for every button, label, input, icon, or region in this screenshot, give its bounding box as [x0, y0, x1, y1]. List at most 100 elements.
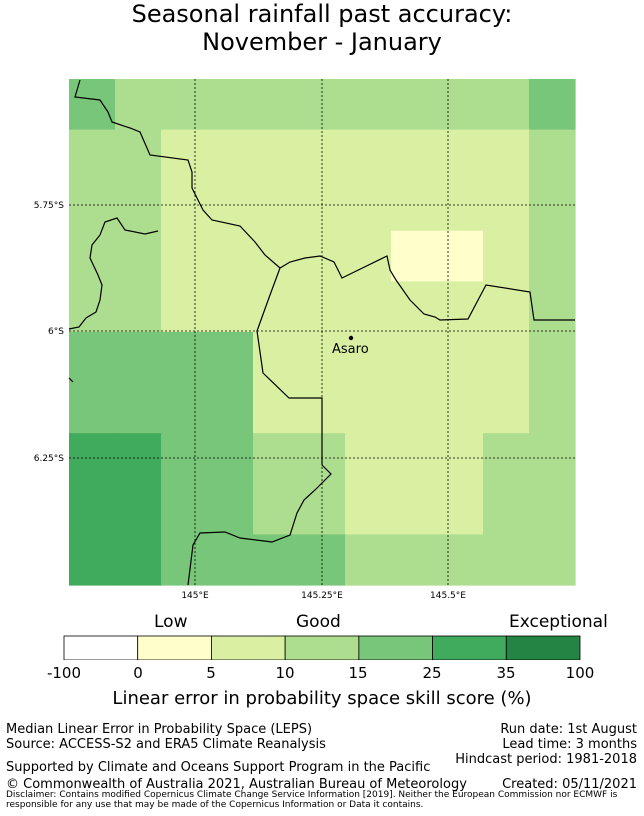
grid-cell [391, 534, 438, 586]
grid-cell [483, 180, 530, 232]
colorbar-swatch [137, 635, 212, 660]
place-label: Asaro [332, 342, 369, 357]
grid-cell [391, 129, 438, 181]
grid-cell [161, 129, 208, 181]
grid-cell [207, 79, 254, 131]
grid-cell [253, 433, 300, 485]
grid-cell [391, 180, 438, 232]
lat-label: 6.25°S [34, 454, 65, 464]
grid-cell [115, 332, 162, 384]
colorbar-axis-title: Linear error in probability space skill … [112, 688, 532, 709]
grid-cell [529, 483, 576, 535]
grid-cell [161, 230, 208, 282]
grid-cell [391, 382, 438, 434]
grid-cell [207, 230, 254, 282]
grid-cell [69, 180, 116, 232]
place-marker [348, 335, 354, 341]
skill-map: Asaro 5.75°S 6°S 6.25°S 145°E 145.25°E 1… [34, 79, 581, 660]
coastline-west [68, 217, 159, 330]
grid-cell [391, 79, 438, 131]
lon-label: 145.5°E [430, 591, 466, 601]
footer-hindcast: Hindcast period: 1981-2018 [455, 752, 637, 767]
coastline-stub [68, 377, 74, 383]
grid-cell [69, 433, 116, 485]
grid-cell [69, 382, 116, 434]
grid-cell [253, 129, 300, 181]
grid-cell [345, 382, 392, 434]
colorbar-tick: 0 [133, 664, 143, 682]
grid-cell [253, 281, 300, 333]
district-border [187, 267, 332, 586]
footer-copyright: © Commonwealth of Australia 2021, Austra… [6, 777, 467, 792]
grid-cell [207, 433, 254, 485]
colorbar-swatch [432, 635, 507, 660]
grid-cell [345, 230, 392, 282]
grid-cell [115, 281, 162, 333]
footer-source: Source: ACCESS-S2 and ERA5 Climate Reana… [6, 737, 326, 752]
grid-cell [345, 332, 392, 384]
colorbar-label-exceptional: Exceptional [509, 612, 608, 632]
footer-method: Median Linear Error in Probability Space… [6, 722, 313, 737]
grid-cell [115, 230, 162, 282]
grid-cell [483, 382, 530, 434]
grid-cell [529, 129, 576, 181]
grid-cell [69, 332, 116, 384]
grid-cell [529, 382, 576, 434]
grid-cell [207, 281, 254, 333]
grid-cell [115, 79, 162, 131]
grid-cell [529, 433, 576, 485]
grid-cell [207, 483, 254, 535]
grid-cell [437, 281, 484, 333]
footer-run-date: Run date: 1st August [500, 722, 637, 737]
grid-cell [161, 332, 208, 384]
colorbar-tick: 25 [422, 664, 442, 682]
grid-cell [345, 79, 392, 131]
grid-cell [391, 332, 438, 384]
grid-cell [437, 230, 484, 282]
grid-cell [115, 382, 162, 434]
grid-cell [69, 281, 116, 333]
grid-cell [437, 433, 484, 485]
footer-lead-time: Lead time: 3 months [502, 737, 637, 752]
grid-cell [529, 332, 576, 384]
grid-cell [115, 534, 162, 586]
grid-cell [69, 79, 116, 131]
grid-cell [391, 230, 438, 282]
grid-cell [483, 129, 530, 181]
grid-cell [437, 79, 484, 131]
grid-cell [207, 129, 254, 181]
grid-cell [483, 281, 530, 333]
colorbar-swatch [211, 635, 286, 660]
grid-cell [483, 483, 530, 535]
grid-cell [345, 129, 392, 181]
colorbar-tick: 5 [206, 664, 216, 682]
grid-cell [529, 281, 576, 333]
grid-cell [483, 230, 530, 282]
grid-cell [161, 281, 208, 333]
lon-label: 145°E [181, 591, 209, 601]
grid-cell [253, 230, 300, 282]
grid-cell [253, 382, 300, 434]
grid-cell [69, 483, 116, 535]
grid-cell [115, 433, 162, 485]
grid-cell [161, 483, 208, 535]
grid-cell [161, 534, 208, 586]
chart-title-line1: Seasonal rainfall past accuracy: [131, 0, 513, 28]
grid-cell [529, 230, 576, 282]
grid-cell [345, 534, 392, 586]
grid-cell [345, 281, 392, 333]
grid-cell [161, 180, 208, 232]
grid-cell [437, 382, 484, 434]
grid-cell [253, 483, 300, 535]
grid-cell [207, 382, 254, 434]
colorbar-tick: -100 [46, 664, 82, 682]
footer-created: Created: 05/11/2021 [502, 777, 637, 792]
grid-cell [483, 433, 530, 485]
gridlines [69, 79, 575, 585]
colorbar-swatch [358, 635, 433, 660]
grid-cell [69, 129, 116, 181]
grid-cell [483, 79, 530, 131]
colorbar-swatch [63, 635, 139, 660]
grid-cell [437, 180, 484, 232]
grid-cell [161, 433, 208, 485]
